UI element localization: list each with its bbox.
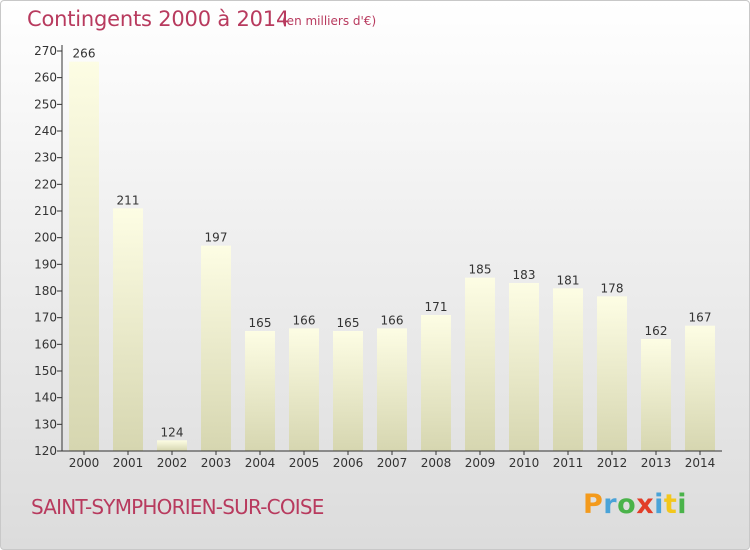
y-tick-label: 220	[34, 177, 57, 191]
x-tick-label: 2006	[333, 456, 364, 470]
data-label: 181	[557, 273, 580, 287]
y-tick-label: 120	[34, 444, 57, 458]
x-tick-label: 2003	[201, 456, 232, 470]
axes-group: 2000 2001 2002 2003 2004 2005 2006 2007 2008 2009…	[34, 44, 722, 470]
data-label: 178	[601, 281, 624, 295]
data-label: 266	[73, 47, 96, 61]
x-tick-label: 2014	[685, 456, 716, 470]
y-tick-label: 160	[34, 337, 57, 351]
chart-subtitle: (en milliers d'€)	[282, 14, 377, 28]
y-tick-label: 130	[34, 417, 57, 431]
x-tick-label: 2009	[465, 456, 496, 470]
bar	[201, 245, 231, 451]
x-tick-label: 2012	[597, 456, 628, 470]
bar	[421, 315, 451, 451]
x-tick-label: 2002	[157, 456, 188, 470]
x-tick-label: 2010	[509, 456, 540, 470]
x-tick-label: 2007	[377, 456, 408, 470]
x-tick-label: 2013	[641, 456, 672, 470]
bar	[377, 328, 407, 451]
bar	[113, 208, 143, 451]
data-label: 166	[381, 313, 404, 327]
data-label: 211	[117, 193, 140, 207]
x-tick-label: 2004	[245, 456, 276, 470]
bar	[157, 440, 187, 451]
x-tick-label: 2008	[421, 456, 452, 470]
y-tick-label: 170	[34, 311, 57, 325]
data-label: 162	[645, 324, 668, 338]
y-tick-label: 150	[34, 364, 57, 378]
bar	[509, 283, 539, 451]
bar	[597, 296, 627, 451]
bar	[245, 331, 275, 451]
data-label: 165	[337, 316, 360, 330]
y-tick-label: 270	[34, 44, 57, 58]
x-tick-label: 2005	[289, 456, 320, 470]
data-label: 167	[689, 311, 712, 325]
data-label: 166	[293, 313, 316, 327]
bar	[69, 61, 99, 452]
bar	[333, 331, 363, 451]
y-tick-label: 230	[34, 151, 57, 165]
data-label: 185	[469, 263, 492, 277]
proxiti-logo: Proxiti	[583, 489, 688, 520]
x-tick-label: 2001	[113, 456, 144, 470]
data-label: 124	[161, 425, 184, 439]
y-tick-label: 140	[34, 391, 57, 405]
x-tick-label: 2000	[69, 456, 100, 470]
y-tick-label: 240	[34, 124, 57, 138]
y-tick-label: 190	[34, 257, 57, 271]
data-label: 183	[513, 268, 536, 282]
bar	[289, 328, 319, 451]
y-tick-label: 180	[34, 284, 57, 298]
chart-title: Contingents 2000 à 2014	[27, 7, 290, 31]
data-label: 165	[249, 316, 272, 330]
commune-name: SAINT-SYMPHORIEN-SUR-COISE	[31, 495, 324, 519]
bars-group: 266 211 124 197 165 166 165 166 171 185 183 181 178 1…	[69, 47, 715, 452]
y-tick-label: 250	[34, 97, 57, 111]
data-label: 197	[205, 231, 228, 245]
bar	[465, 277, 495, 451]
bar	[641, 339, 671, 451]
y-tick-label: 260	[34, 71, 57, 85]
bar	[685, 325, 715, 451]
y-tick-label: 200	[34, 231, 57, 245]
x-tick-label: 2011	[553, 456, 584, 470]
y-tick-label: 210	[34, 204, 57, 218]
data-label: 171	[425, 300, 448, 314]
bar	[553, 288, 583, 451]
